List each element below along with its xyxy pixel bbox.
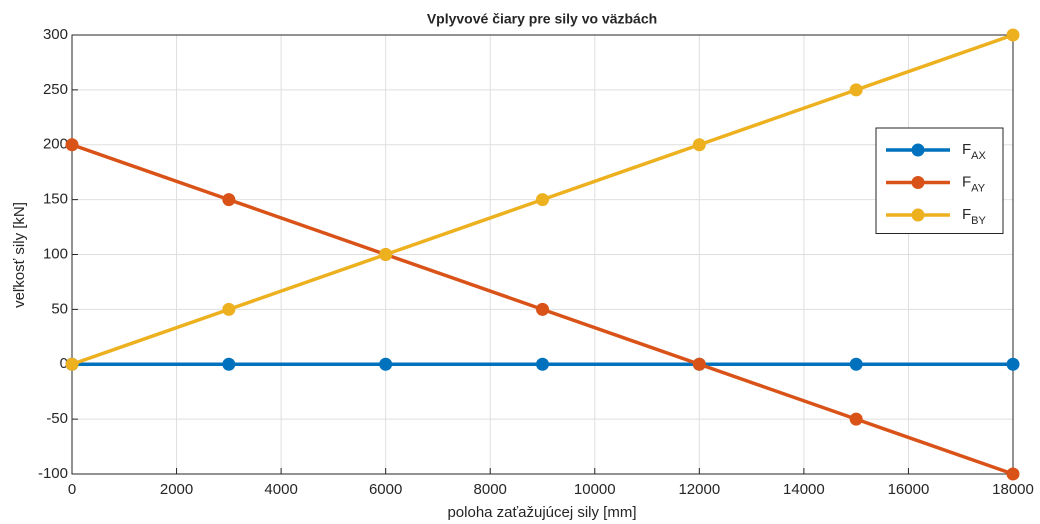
y-tick-label: 100 xyxy=(43,245,68,262)
data-point xyxy=(849,83,863,97)
data-point xyxy=(692,357,706,371)
legend-label: FBY xyxy=(962,206,987,227)
y-tick-label: -50 xyxy=(46,410,68,427)
data-point xyxy=(536,193,549,207)
data-point xyxy=(222,302,236,316)
x-tick-label: 18000 xyxy=(992,481,1034,498)
x-axis-label: poloha zaťažujúcej sily [mm] xyxy=(447,504,636,521)
data-point xyxy=(65,357,79,371)
y-tick-label: 200 xyxy=(43,136,68,153)
data-point xyxy=(1006,467,1020,481)
data-point xyxy=(222,357,236,371)
x-tick-label: 16000 xyxy=(888,481,930,498)
data-point xyxy=(536,357,549,371)
x-tick-label: 6000 xyxy=(369,481,402,498)
y-tick-label: 250 xyxy=(43,81,68,98)
x-tick-label: 0 xyxy=(68,481,76,498)
chart-title: Vplyvové čiary pre sily vo väzbách xyxy=(427,11,657,27)
legend: FAX FAY FBY xyxy=(875,127,1004,234)
x-tick-label: 12000 xyxy=(678,481,720,498)
data-point xyxy=(379,357,393,371)
data-point xyxy=(849,357,863,371)
y-axis-label: veľkosť sily [kN] xyxy=(11,202,28,308)
y-tick-label: 50 xyxy=(51,300,68,317)
data-point xyxy=(692,138,706,152)
data-point xyxy=(849,412,863,426)
y-tick-label: -100 xyxy=(38,465,68,482)
x-tick-label: 8000 xyxy=(474,481,507,498)
plot-frame xyxy=(71,34,1014,475)
data-point xyxy=(1006,28,1020,42)
data-point xyxy=(536,302,549,316)
legend-label: FAX xyxy=(962,141,987,162)
data-point xyxy=(65,138,79,152)
legend-marker xyxy=(911,208,925,222)
x-tick-label: 2000 xyxy=(160,481,193,498)
data-point xyxy=(379,248,393,261)
data-point xyxy=(1006,357,1020,371)
x-tick-label: 14000 xyxy=(783,481,825,498)
legend-label: FAY xyxy=(962,173,986,194)
x-tick-label: 4000 xyxy=(264,481,297,498)
data-point xyxy=(222,193,236,207)
y-tick-label: 0 xyxy=(60,355,68,372)
y-tick-label: 150 xyxy=(43,191,68,208)
legend-marker xyxy=(911,143,925,157)
x-tick-label: 10000 xyxy=(574,481,616,498)
y-tick-label: 300 xyxy=(43,26,68,43)
legend-marker xyxy=(911,176,925,189)
